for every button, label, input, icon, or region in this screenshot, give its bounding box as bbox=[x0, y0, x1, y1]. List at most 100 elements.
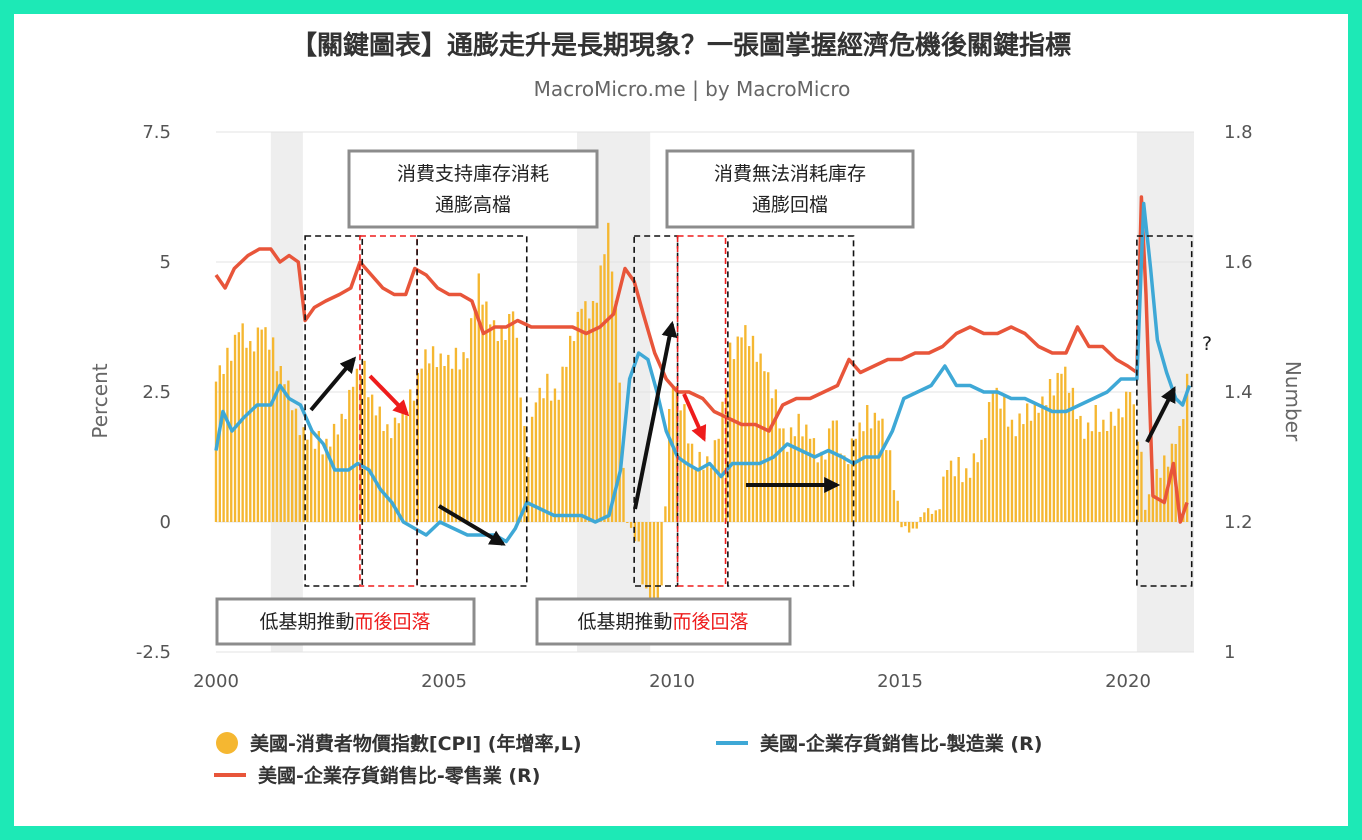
cpi-bar bbox=[1166, 466, 1170, 522]
cpi-bar bbox=[732, 359, 736, 522]
cpi-bar bbox=[713, 440, 717, 522]
cpi-bar bbox=[934, 510, 937, 522]
cpi-bar bbox=[706, 456, 709, 522]
dashed-box bbox=[416, 235, 528, 587]
cpi-bar bbox=[923, 512, 926, 522]
trend-arrow bbox=[368, 374, 410, 417]
cpi-bar bbox=[1086, 422, 1090, 522]
annotation-box-top-right: 消費無法消耗庫存 通膨回檔 bbox=[665, 149, 915, 229]
cpi-bar bbox=[466, 358, 469, 522]
cpi-bar bbox=[888, 450, 892, 522]
cpi-bar bbox=[671, 386, 675, 522]
cpi-bar bbox=[477, 273, 480, 522]
trend-arrow bbox=[309, 356, 357, 412]
cpi-bar bbox=[972, 453, 976, 522]
cpi-bar bbox=[431, 346, 435, 522]
cpi-bar bbox=[401, 406, 404, 522]
cpi-bar bbox=[290, 410, 294, 522]
cpi-bar bbox=[504, 340, 507, 522]
cpi-bar bbox=[740, 337, 743, 522]
cpi-bar bbox=[397, 423, 400, 522]
cpi-bar bbox=[515, 337, 519, 522]
left-tick-label: 7.5 bbox=[142, 122, 171, 143]
cpi-bar bbox=[816, 462, 819, 522]
cpi-bar bbox=[915, 522, 918, 529]
cpi-bar bbox=[1125, 391, 1128, 522]
left-tick-label: 2.5 bbox=[142, 382, 171, 403]
chart-card: 【關鍵圖表】通膨走升是長期現象？一張圖掌握經濟危機後關鍵指標 MacroMicr… bbox=[14, 14, 1348, 826]
cpi-bar bbox=[1098, 431, 1101, 522]
trend-arrow bbox=[682, 393, 707, 442]
legend-item-manufacturing[interactable]: 美國-企業存貨銷售比-製造業 (R) bbox=[716, 732, 1042, 755]
left-tick-label: -2.5 bbox=[136, 642, 171, 663]
cpi-bar bbox=[351, 386, 355, 522]
cpi-bar bbox=[645, 522, 648, 589]
dashed-box bbox=[1136, 235, 1193, 587]
cpi-bar bbox=[310, 431, 313, 522]
cpi-bar bbox=[287, 380, 290, 522]
cpi-bar bbox=[313, 448, 317, 522]
cpi-bars bbox=[214, 222, 1189, 617]
cpi-bar bbox=[854, 438, 857, 522]
cpi-bar bbox=[984, 438, 987, 522]
cpi-bar bbox=[835, 420, 838, 522]
cpi-bar bbox=[424, 349, 427, 522]
cpi-bar bbox=[690, 443, 694, 522]
cpi-bar bbox=[1151, 493, 1155, 522]
annotation-layer bbox=[304, 235, 1193, 587]
cpi-bar bbox=[1185, 373, 1189, 522]
cpi-bar bbox=[603, 254, 606, 522]
cpi-bar bbox=[797, 413, 800, 522]
annotation-box-bottom-right: 低基期推動而後回落 bbox=[535, 597, 792, 646]
cpi-bar bbox=[607, 222, 610, 522]
cpi-bar bbox=[1144, 509, 1147, 522]
cpi-bar bbox=[976, 462, 979, 522]
cpi-bar bbox=[245, 347, 248, 522]
left-tick-label: 0 bbox=[160, 512, 171, 533]
cpi-bar bbox=[580, 308, 583, 522]
cpi-bar bbox=[892, 490, 896, 522]
cpi-bar bbox=[226, 347, 229, 522]
cpi-bar bbox=[1079, 415, 1082, 522]
cpi-bar bbox=[485, 301, 488, 522]
cpi-bar bbox=[302, 427, 305, 522]
chart-subtitle: MacroMicro.me | by MacroMicro bbox=[534, 77, 851, 101]
x-tick-label: 2015 bbox=[877, 671, 923, 692]
cpi-bar bbox=[565, 366, 568, 522]
cpi-bar bbox=[454, 347, 458, 522]
cpi-bar bbox=[930, 513, 934, 522]
cpi-bar bbox=[576, 311, 579, 522]
legend-item-cpi[interactable]: 美國-消費者物價指數[CPI] (年增率,L) bbox=[216, 732, 582, 755]
right-tick-label: 1.8 bbox=[1224, 122, 1253, 143]
cpi-bar bbox=[949, 460, 953, 522]
cpi-bar bbox=[694, 467, 698, 522]
inventory-lines bbox=[214, 195, 1192, 544]
cpi-bar bbox=[473, 311, 477, 522]
cpi-bar bbox=[393, 417, 397, 522]
cpi-bar bbox=[252, 351, 256, 522]
x-tick-label: 2000 bbox=[193, 671, 239, 692]
cpi-bar bbox=[789, 427, 793, 522]
dashed-box bbox=[727, 235, 855, 587]
cpi-bar bbox=[355, 368, 359, 522]
cpi-bar bbox=[953, 476, 957, 522]
cpi-bar bbox=[1067, 392, 1071, 522]
cpi-bar bbox=[492, 320, 496, 522]
cpi-bar bbox=[965, 468, 968, 522]
cpi-bar bbox=[1045, 405, 1048, 522]
legend-label: 美國-企業存貨銷售比-零售業 (R) bbox=[258, 764, 540, 787]
cpi-bar bbox=[782, 428, 785, 522]
cpi-bar bbox=[268, 349, 271, 522]
cpi-bar bbox=[759, 353, 762, 522]
cpi-bar bbox=[1102, 419, 1105, 522]
cpi-bar bbox=[881, 418, 884, 522]
cpi-bar bbox=[294, 408, 298, 522]
cpi-bar bbox=[595, 302, 599, 522]
trend-arrow bbox=[437, 504, 506, 546]
cpi-bar bbox=[1041, 396, 1044, 522]
cpi-bar bbox=[622, 467, 625, 522]
cpi-bar bbox=[1147, 494, 1151, 522]
cpi-bar bbox=[500, 327, 503, 522]
legend-item-retail[interactable]: 美國-企業存貨銷售比-零售業 (R) bbox=[214, 764, 540, 787]
annotation-boxes: 消費支持庫存消耗 通膨高檔 消費無法消耗庫存 通膨回檔 低基期推動而後回落 低基… bbox=[215, 149, 1212, 646]
